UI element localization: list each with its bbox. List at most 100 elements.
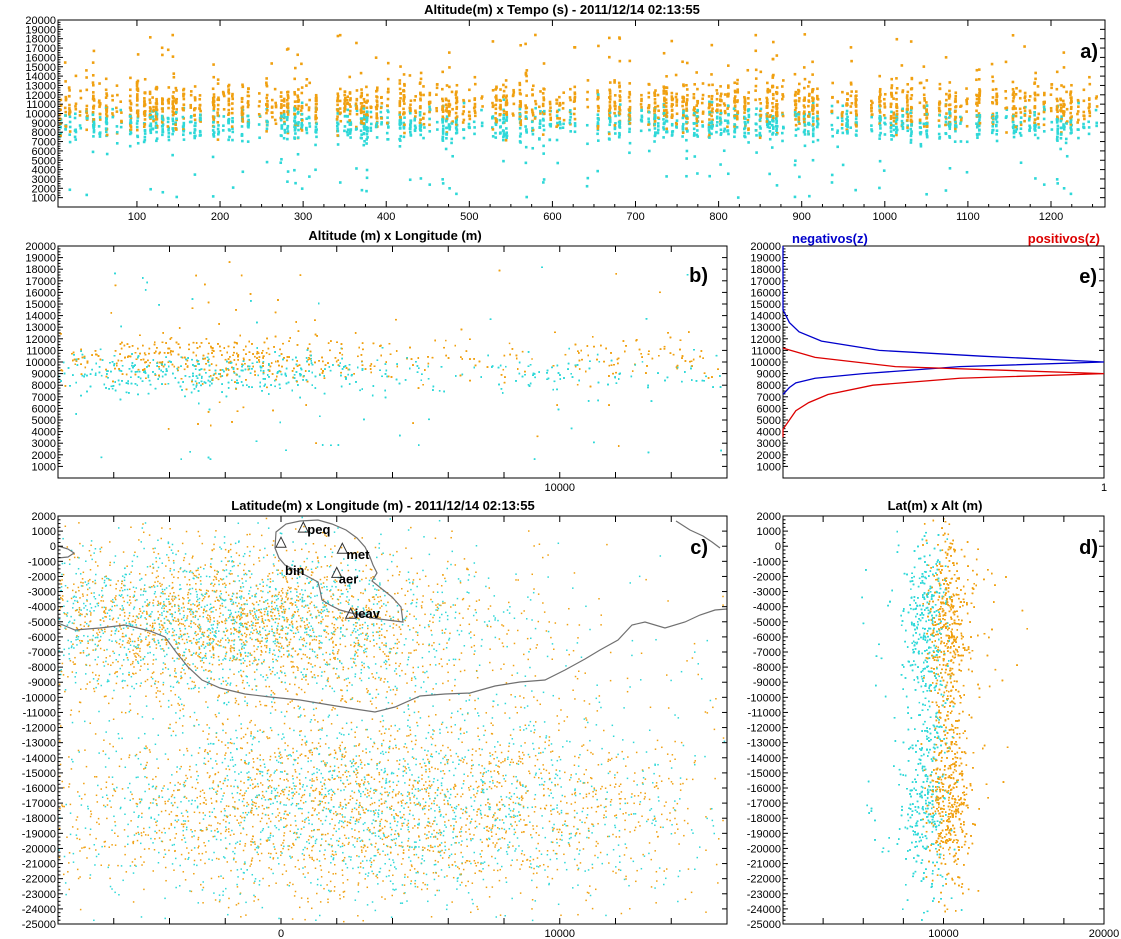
- positive-point: [947, 94, 951, 98]
- negative-point: [193, 124, 197, 128]
- positive-point: [300, 104, 304, 108]
- negative-point: [282, 113, 286, 116]
- positive-point: [531, 88, 534, 91]
- negative-point: [174, 121, 177, 124]
- negative-point: [948, 167, 952, 170]
- negative-point: [68, 120, 72, 124]
- positive-point: [504, 138, 508, 142]
- positive-point: [695, 119, 699, 123]
- negative-point: [182, 124, 186, 127]
- positive-point: [1004, 96, 1008, 100]
- positive-point: [491, 128, 495, 131]
- negative-point: [938, 135, 942, 139]
- negative-point: [211, 195, 215, 198]
- positive-point: [307, 108, 311, 112]
- negative-point: [505, 116, 509, 119]
- positive-point: [441, 70, 444, 74]
- positive-point: [314, 94, 318, 98]
- positive-point: [1023, 119, 1026, 123]
- positive-point: [726, 94, 730, 98]
- negative-point: [995, 111, 999, 115]
- positive-point: [494, 117, 497, 120]
- positive-point: [743, 111, 746, 114]
- negative-point: [901, 107, 905, 111]
- positive-point: [1005, 106, 1009, 110]
- positive-point: [608, 55, 611, 59]
- positive-point: [129, 88, 132, 92]
- negative-point: [919, 144, 923, 148]
- positive-point: [808, 92, 811, 96]
- positive-point: [346, 95, 349, 99]
- negative-point: [1019, 121, 1023, 124]
- negative-point: [733, 130, 736, 133]
- positive-point: [628, 107, 632, 111]
- negative-point: [845, 109, 849, 113]
- positive-point: [445, 110, 449, 113]
- positive-point: [733, 99, 737, 103]
- positive-point: [640, 97, 643, 101]
- positive-point: [462, 105, 466, 109]
- positive-point: [1028, 95, 1032, 98]
- positive-point: [399, 65, 402, 68]
- positive-point: [922, 105, 926, 109]
- positive-point: [681, 104, 684, 108]
- positive-point: [670, 109, 674, 112]
- negative-point: [1055, 178, 1059, 181]
- positive-point: [136, 114, 140, 118]
- negative-point: [641, 361, 644, 363]
- positive-point: [1082, 114, 1085, 117]
- negative-point: [190, 120, 193, 124]
- positive-point: [182, 103, 186, 107]
- positive-point: [338, 112, 342, 115]
- positive-point: [422, 85, 425, 88]
- negative-point: [365, 142, 368, 145]
- negative-point: [68, 115, 72, 119]
- positive-point: [300, 91, 304, 95]
- negative-point: [541, 117, 545, 121]
- negative-point: [346, 128, 350, 132]
- negative-point: [518, 135, 522, 138]
- positive-point: [906, 90, 910, 94]
- positive-point: [79, 89, 82, 93]
- negative-point: [1077, 101, 1080, 105]
- positive-point: [111, 98, 114, 102]
- negative-point: [772, 119, 775, 123]
- positive-point: [355, 89, 359, 92]
- negative-point: [413, 128, 417, 132]
- positive-point: [402, 89, 405, 93]
- negative-point: [925, 112, 929, 116]
- positive-point: [495, 120, 498, 124]
- positive-point: [719, 98, 722, 101]
- negative-point: [154, 121, 158, 125]
- negative-point: [524, 161, 528, 165]
- positive-point: [505, 113, 509, 117]
- positive-point: [906, 104, 909, 107]
- negative-point: [953, 140, 957, 143]
- positive-point: [1088, 75, 1091, 79]
- negative-point: [74, 128, 77, 132]
- positive-point: [399, 92, 402, 95]
- positive-point: [640, 99, 643, 103]
- positive-point: [797, 118, 801, 122]
- negative-point: [794, 114, 798, 117]
- positive-point: [719, 109, 723, 112]
- negative-point: [241, 170, 245, 174]
- negative-point: [816, 123, 820, 126]
- negative-point: [135, 125, 139, 129]
- negative-point: [104, 106, 108, 110]
- positive-point: [473, 102, 477, 106]
- negative-point: [657, 128, 660, 132]
- positive-point: [995, 102, 999, 106]
- positive-point: [105, 109, 108, 112]
- positive-point: [227, 92, 231, 95]
- positive-point: [92, 95, 95, 98]
- positive-point: [227, 97, 231, 101]
- positive-point: [586, 105, 590, 109]
- positive-point: [775, 86, 779, 89]
- negative-point: [491, 135, 495, 138]
- positive-point: [944, 104, 948, 108]
- positive-point: [171, 33, 175, 37]
- negative-point: [402, 126, 406, 130]
- positive-point: [686, 93, 689, 97]
- negative-point: [685, 174, 688, 178]
